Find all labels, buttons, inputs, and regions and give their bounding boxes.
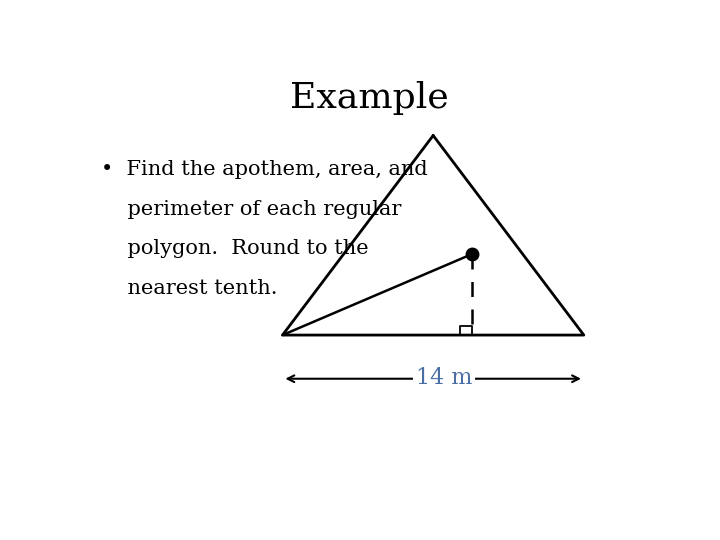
- Text: Example: Example: [289, 82, 449, 116]
- Text: nearest tenth.: nearest tenth.: [101, 279, 278, 298]
- Text: perimeter of each regular: perimeter of each regular: [101, 200, 402, 219]
- Text: polygon.  Round to the: polygon. Round to the: [101, 239, 369, 259]
- Text: •  Find the apothem, area, and: • Find the apothem, area, and: [101, 160, 428, 179]
- Text: 14 m: 14 m: [416, 367, 472, 389]
